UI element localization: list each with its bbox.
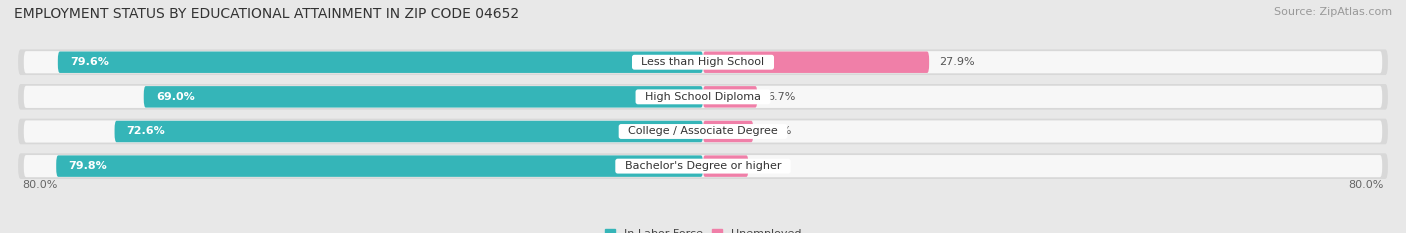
- Text: 6.7%: 6.7%: [768, 92, 796, 102]
- Text: 79.8%: 79.8%: [69, 161, 107, 171]
- Text: College / Associate Degree: College / Associate Degree: [621, 127, 785, 137]
- FancyBboxPatch shape: [703, 121, 754, 142]
- Text: 27.9%: 27.9%: [939, 57, 974, 67]
- Legend: In Labor Force, Unemployed: In Labor Force, Unemployed: [600, 225, 806, 233]
- FancyBboxPatch shape: [18, 49, 1388, 75]
- FancyBboxPatch shape: [143, 86, 703, 108]
- Text: Source: ZipAtlas.com: Source: ZipAtlas.com: [1274, 7, 1392, 17]
- Text: 5.6%: 5.6%: [758, 161, 786, 171]
- Text: Less than High School: Less than High School: [634, 57, 772, 67]
- Text: 80.0%: 80.0%: [22, 180, 58, 190]
- FancyBboxPatch shape: [18, 84, 1388, 110]
- Text: 69.0%: 69.0%: [156, 92, 194, 102]
- FancyBboxPatch shape: [58, 51, 703, 73]
- FancyBboxPatch shape: [18, 153, 1388, 179]
- FancyBboxPatch shape: [114, 121, 703, 142]
- FancyBboxPatch shape: [56, 155, 703, 177]
- Text: EMPLOYMENT STATUS BY EDUCATIONAL ATTAINMENT IN ZIP CODE 04652: EMPLOYMENT STATUS BY EDUCATIONAL ATTAINM…: [14, 7, 519, 21]
- Text: 72.6%: 72.6%: [127, 127, 166, 137]
- FancyBboxPatch shape: [24, 51, 1382, 73]
- FancyBboxPatch shape: [703, 155, 748, 177]
- Text: 79.6%: 79.6%: [70, 57, 108, 67]
- FancyBboxPatch shape: [18, 119, 1388, 144]
- FancyBboxPatch shape: [24, 155, 1382, 177]
- Text: High School Diploma: High School Diploma: [638, 92, 768, 102]
- FancyBboxPatch shape: [24, 86, 1382, 108]
- FancyBboxPatch shape: [703, 86, 758, 108]
- FancyBboxPatch shape: [24, 120, 1382, 143]
- Text: 80.0%: 80.0%: [1348, 180, 1384, 190]
- Text: 6.2%: 6.2%: [763, 127, 792, 137]
- Text: Bachelor's Degree or higher: Bachelor's Degree or higher: [617, 161, 789, 171]
- FancyBboxPatch shape: [703, 51, 929, 73]
